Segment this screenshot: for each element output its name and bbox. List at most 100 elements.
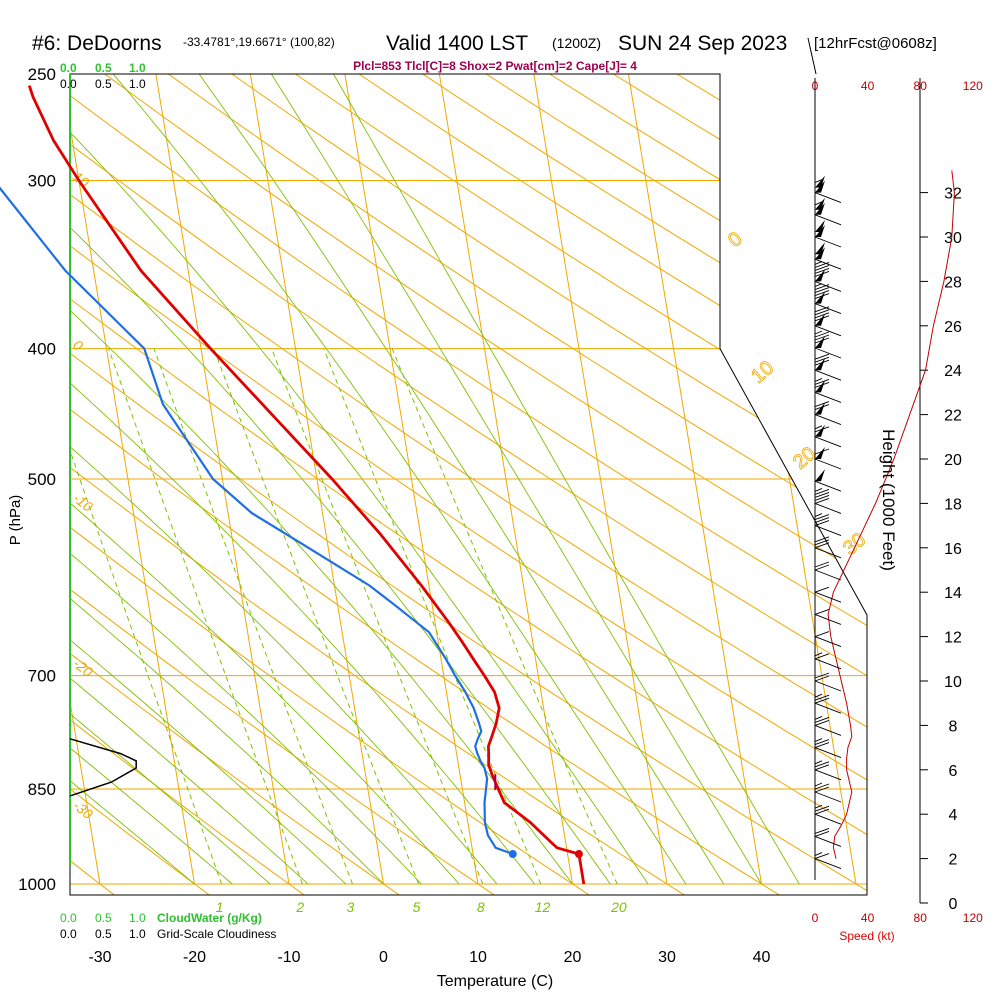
wind-barb-half <box>814 487 823 492</box>
wind-barb <box>814 804 842 825</box>
wind-barb-feather <box>814 514 830 521</box>
dry-adiabat <box>422 74 867 895</box>
wind-barb-half <box>814 652 823 657</box>
wind-barb-feather <box>814 337 830 344</box>
wind-barb <box>814 852 842 870</box>
wind-barb <box>814 197 842 226</box>
stability-params: Plcl=853 Tlcl[C]=8 Shox=2 Pwat[cm]=2 Cap… <box>353 59 637 73</box>
wind-barb-pennant <box>815 424 825 437</box>
wind-barb-feather <box>814 764 830 771</box>
station-coords: -33.4781°,19.6671° (100,82) <box>183 35 335 49</box>
speed-tick-top: 40 <box>861 79 875 93</box>
wind-barb-shaft <box>814 192 842 204</box>
dry-adiabat-label: 0 <box>70 336 86 354</box>
wind-barb-feather <box>814 653 830 660</box>
wind-barb-feather <box>814 761 830 768</box>
wind-barb-shaft <box>814 325 842 337</box>
valid-label: Valid 1400 LST <box>386 32 528 55</box>
temp-tick-label: -30 <box>88 949 111 966</box>
wind-barb <box>814 330 842 359</box>
moist-adiabat <box>70 74 347 885</box>
wind-barb-feather <box>814 287 830 294</box>
wind-barb <box>814 175 842 204</box>
wind-barb-feather <box>814 742 830 749</box>
wind-barb-shaft <box>814 502 842 514</box>
pressure-tick-label: 300 <box>28 172 56 191</box>
wind-barb-pennant <box>815 358 825 371</box>
wind-barb-feather <box>814 264 830 271</box>
wind-barb-shaft <box>814 458 842 470</box>
temp-tick-label: 10 <box>469 949 487 966</box>
wind-barb-feather <box>814 290 830 297</box>
wind-barb-feather <box>814 306 830 313</box>
height-tick-label: 26 <box>944 319 962 336</box>
isotherm <box>70 74 101 885</box>
speed-tick-bottom: 80 <box>914 911 928 925</box>
wind-barb-half <box>814 852 823 857</box>
wind-barb-half <box>814 179 823 184</box>
moist-adiabat <box>112 74 687 885</box>
wind-barb-shaft <box>814 391 842 403</box>
mixing-ratio-line <box>153 348 353 885</box>
wind-barb-half <box>814 201 823 206</box>
wind-barb-shaft <box>814 547 842 559</box>
moist-adiabat <box>70 74 384 885</box>
wind-barb-shaft <box>814 858 842 870</box>
wind-barb <box>814 353 842 381</box>
height-tick-label: 24 <box>944 363 962 380</box>
mixing-ratio-label: 8 <box>477 899 485 915</box>
wind-barb-feather <box>814 694 830 701</box>
height-tick-label: 30 <box>944 230 962 247</box>
wind-barb-shaft <box>814 813 842 825</box>
cloudiness-top-tick-0: 0.0 <box>60 77 77 91</box>
wind-barb-feather <box>814 697 830 704</box>
surface-dewpoint-point <box>508 850 517 859</box>
wind-barb-shaft <box>814 591 842 603</box>
wind-barb-feather <box>814 359 830 366</box>
pressure-tick-label: 1000 <box>18 875 56 894</box>
wind-barb-pennant <box>815 197 825 210</box>
wind-barb <box>814 827 842 847</box>
wind-barb-shaft <box>814 436 842 448</box>
moist-adiabat <box>70 74 422 885</box>
wind-barb-half <box>814 804 823 809</box>
moist-adiabat <box>333 74 800 885</box>
dry-adiabat <box>70 74 867 895</box>
wind-barb-half <box>814 760 823 765</box>
moist-adiabat <box>70 74 498 885</box>
wind-barb-feather <box>814 536 830 543</box>
wind-barb <box>814 782 842 803</box>
wind-barb-feather <box>814 783 830 790</box>
cloudiness-profile <box>69 738 137 797</box>
wind-barb-shaft <box>814 347 842 359</box>
wind-barb-feather <box>814 739 830 746</box>
wind-panel: 0246810121416182022242628303200404080801… <box>812 78 983 925</box>
wind-barb-shaft <box>814 769 842 781</box>
wind-barb-feather <box>814 401 830 408</box>
wind-barb <box>814 608 842 625</box>
date-label: SUN 24 Sep 2023 <box>618 32 787 55</box>
wind-barb-shaft <box>814 636 842 648</box>
dry-adiabat <box>70 74 867 895</box>
wind-barb-shaft <box>814 414 842 426</box>
cloudwater-top-tick-1: 0.5 <box>95 61 112 75</box>
dry-adiabat <box>485 74 867 895</box>
moist-adiabat <box>70 74 271 885</box>
temp-tick-label: 0 <box>379 949 388 966</box>
wind-barb-feather <box>814 404 830 411</box>
cloudiness-tick-2: 1.0 <box>129 927 146 941</box>
wind-barb-feather <box>814 520 830 527</box>
height-axis-title: Height (1000 Feet) <box>879 429 898 571</box>
height-tick-label: 32 <box>944 186 962 203</box>
dry-adiabat <box>70 74 867 895</box>
wind-barb <box>814 738 842 759</box>
wind-barb-pennant <box>815 313 825 326</box>
wind-barb-feather <box>814 672 830 679</box>
dry-adiabat <box>168 74 867 895</box>
wind-barb-feather <box>814 805 830 812</box>
moist-adiabat <box>70 74 233 885</box>
wind-barb <box>814 715 842 736</box>
height-tick-label: 0 <box>949 896 958 913</box>
wind-barb-pennant <box>815 380 825 393</box>
wind-barb-feather <box>814 448 830 455</box>
